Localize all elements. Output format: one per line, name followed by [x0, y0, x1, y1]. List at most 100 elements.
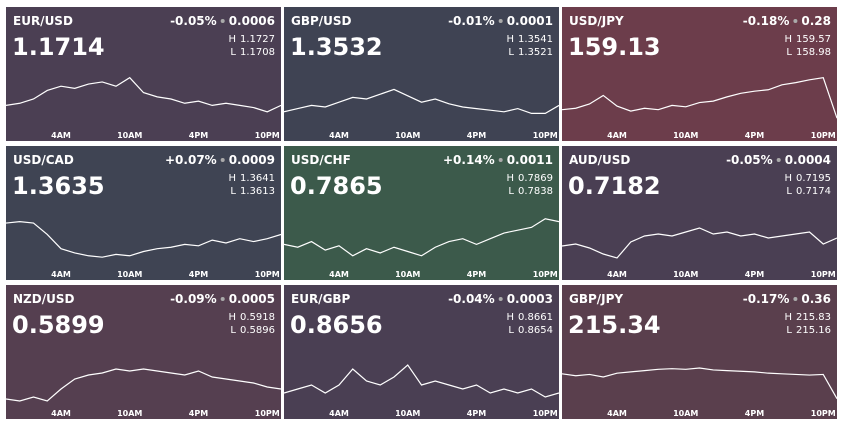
low-value: 0.8654 [518, 325, 553, 336]
low-label: L [786, 325, 792, 336]
high-value: 1.1727 [240, 34, 275, 45]
separator-dot [498, 297, 503, 301]
x-tick-label: 4PM [189, 270, 208, 279]
high-value: 0.7869 [518, 173, 553, 184]
pair-name: EUR/USD [13, 14, 73, 28]
x-tick-label: 4AM [329, 131, 349, 140]
pair-name: AUD/USD [569, 153, 630, 167]
x-tick-label: 4PM [745, 131, 764, 140]
x-tick-label: 10AM [117, 409, 142, 418]
low-label: L [508, 47, 514, 58]
x-tick-label: 10PM [811, 270, 836, 279]
tile-chart: NZD/USD 0.0005 -0.09% 0.5899 0.5918 H 0.5896 L 4… [5, 292, 282, 418]
high-label: H [228, 34, 236, 45]
tile-chart: USD/CAD 0.0009 +0.07% 1.3635 1.3641 H 1.3613 L 4… [5, 153, 282, 279]
x-tick-label: 10AM [395, 409, 420, 418]
change-abs: 0.0005 [229, 292, 275, 306]
x-tick-label: 4AM [51, 409, 71, 418]
tile-chart: GBP/USD 0.0001 -0.01% 1.3532 1.3541 H 1.3521 L 4… [283, 14, 560, 140]
change-pct: -0.09% [170, 292, 217, 306]
pair-tile[interactable]: GBP/JPY 0.36 -0.17% 215.34 215.83 H 215.16 L 4AM… [561, 285, 838, 419]
high-value: 0.8661 [518, 312, 553, 323]
separator-dot [220, 158, 225, 162]
pair-tile[interactable]: EUR/USD 0.0006 -0.05% 1.1714 1.1727 H 1.1708 L 4… [5, 7, 282, 141]
change-abs: 0.36 [801, 292, 831, 306]
low-value: 0.5896 [240, 325, 275, 336]
low-value: 215.16 [796, 325, 831, 336]
high-label: H [784, 173, 792, 184]
separator-dot [220, 297, 225, 301]
pair-name: USD/CHF [291, 153, 351, 167]
x-tick-label: 10PM [811, 409, 836, 418]
low-label: L [508, 186, 514, 197]
price: 159.13 [568, 33, 661, 61]
change-pct: -0.04% [448, 292, 495, 306]
tile-chart: USD/JPY 0.28 -0.18% 159.13 159.57 H 158.98 L 4AM… [561, 14, 838, 140]
high-label: H [506, 34, 514, 45]
price-line [561, 76, 838, 119]
tile-chart: GBP/JPY 0.36 -0.17% 215.34 215.83 H 215.16 L 4AM… [561, 292, 838, 418]
high-label: H [228, 312, 236, 323]
high-value: 159.57 [796, 34, 831, 45]
pair-tile[interactable]: AUD/USD 0.0004 -0.05% 0.7182 0.7195 H 0.7174 L 4… [561, 146, 838, 280]
x-tick-label: 10PM [255, 270, 280, 279]
change-pct: -0.01% [448, 14, 495, 28]
price: 1.1714 [12, 33, 105, 61]
x-tick-label: 10AM [395, 270, 420, 279]
price: 1.3635 [12, 172, 105, 200]
high-label: H [506, 173, 514, 184]
tile-chart: AUD/USD 0.0004 -0.05% 0.7182 0.7195 H 0.7174 L 4… [561, 153, 838, 279]
price-line [561, 367, 838, 400]
low-label: L [508, 325, 514, 336]
change-abs: 0.0004 [785, 153, 831, 167]
change-abs: 0.0006 [229, 14, 275, 28]
price: 0.7182 [568, 172, 661, 200]
low-label: L [230, 47, 236, 58]
pair-tile[interactable]: NZD/USD 0.0005 -0.09% 0.5899 0.5918 H 0.5896 L 4… [5, 285, 282, 419]
change-pct: -0.18% [743, 14, 790, 28]
x-tick-label: 10AM [395, 131, 420, 140]
low-label: L [786, 186, 792, 197]
price-line [283, 364, 560, 398]
price-line [283, 218, 560, 257]
x-tick-label: 10PM [533, 131, 558, 140]
pair-tile[interactable]: EUR/GBP 0.0003 -0.04% 0.8656 0.8661 H 0.8654 L 4… [283, 285, 560, 419]
x-tick-label: 10AM [117, 270, 142, 279]
low-value: 0.7174 [796, 186, 831, 197]
low-label: L [230, 325, 236, 336]
price-line [5, 221, 282, 258]
change-pct: -0.05% [170, 14, 217, 28]
x-tick-label: 4PM [745, 409, 764, 418]
change-abs: 0.0001 [507, 14, 553, 28]
change-pct: -0.05% [726, 153, 773, 167]
low-label: L [786, 47, 792, 58]
high-value: 1.3541 [518, 34, 553, 45]
pair-name: GBP/JPY [569, 292, 623, 306]
tile-chart: EUR/USD 0.0006 -0.05% 1.1714 1.1727 H 1.1708 L 4… [5, 14, 282, 140]
x-tick-label: 4PM [189, 409, 208, 418]
x-tick-label: 4PM [467, 270, 486, 279]
pair-tile[interactable]: USD/JPY 0.28 -0.18% 159.13 159.57 H 158.98 L 4AM… [561, 7, 838, 141]
x-tick-label: 4AM [329, 409, 349, 418]
high-label: H [506, 312, 514, 323]
x-tick-label: 10PM [533, 270, 558, 279]
pair-tile[interactable]: USD/CHF 0.0011 +0.14% 0.7865 0.7869 H 0.7838 L 4… [283, 146, 560, 280]
x-tick-label: 10PM [255, 409, 280, 418]
change-abs: 0.0011 [507, 153, 553, 167]
pair-tile[interactable]: USD/CAD 0.0009 +0.07% 1.3635 1.3641 H 1.3613 L 4… [5, 146, 282, 280]
change-pct: -0.17% [743, 292, 790, 306]
price-line [5, 368, 282, 402]
tile-chart: USD/CHF 0.0011 +0.14% 0.7865 0.7869 H 0.7838 L 4… [283, 153, 560, 279]
pair-tile[interactable]: GBP/USD 0.0001 -0.01% 1.3532 1.3541 H 1.3521 L 4… [283, 7, 560, 141]
x-tick-label: 4PM [467, 131, 486, 140]
x-tick-label: 4AM [607, 409, 627, 418]
high-label: H [228, 173, 236, 184]
change-abs: 0.0003 [507, 292, 553, 306]
change-abs: 0.0009 [229, 153, 275, 167]
x-tick-label: 10PM [811, 131, 836, 140]
low-value: 158.98 [796, 47, 831, 58]
low-value: 0.7838 [518, 186, 553, 197]
change-abs: 0.28 [801, 14, 831, 28]
low-value: 1.3521 [518, 47, 553, 58]
